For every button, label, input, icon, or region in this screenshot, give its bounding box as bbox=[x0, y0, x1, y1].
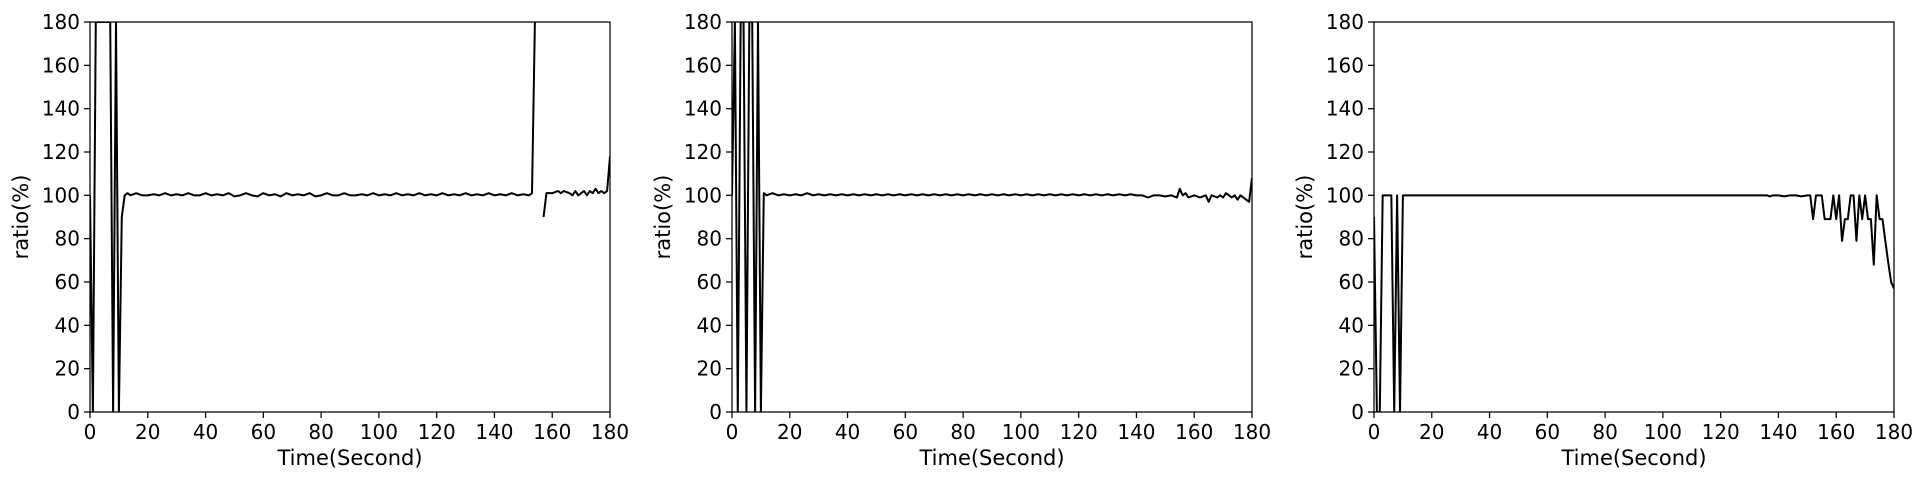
x-tick-label: 80 bbox=[950, 420, 975, 444]
x-tick-label: 0 bbox=[726, 420, 739, 444]
y-tick-label: 120 bbox=[42, 140, 80, 164]
x-tick-label: 160 bbox=[1175, 420, 1213, 444]
x-tick-label: 80 bbox=[1592, 420, 1617, 444]
chart-panel-3: 0 20 40 60 80 100 120 140 160 180 0 20 40 60 80 100 120 1… bbox=[1293, 10, 1913, 470]
y-tick-label: 120 bbox=[1326, 140, 1364, 164]
y-tick-label: 40 bbox=[55, 313, 80, 337]
x-tick-label: 180 bbox=[1233, 420, 1271, 444]
x-tick-label: 20 bbox=[135, 420, 160, 444]
y-tick-label: 160 bbox=[1326, 53, 1364, 77]
x-tick-label: 120 bbox=[418, 420, 456, 444]
axes-frame bbox=[1373, 21, 1895, 413]
x-tick-label: 0 bbox=[1368, 420, 1381, 444]
y-tick-label: 160 bbox=[684, 53, 722, 77]
y-tick-label: 180 bbox=[42, 10, 80, 34]
x-tick-label: 20 bbox=[777, 420, 802, 444]
x-tick-label: 140 bbox=[1759, 420, 1797, 444]
y-tick-label: 0 bbox=[709, 400, 722, 424]
series-line-segment bbox=[1374, 194, 1894, 412]
y-tick-label: 100 bbox=[42, 183, 80, 207]
x-axis-label: Time(Second) bbox=[276, 446, 422, 470]
y-axis-label: ratio(%) bbox=[651, 175, 675, 260]
y-tick-label: 20 bbox=[697, 357, 722, 381]
x-tick-label: 160 bbox=[533, 420, 571, 444]
x-tick-label: 100 bbox=[1002, 420, 1040, 444]
x-tick-label: 140 bbox=[1117, 420, 1155, 444]
x-tick-label: 120 bbox=[1702, 420, 1740, 444]
x-tick-label: 140 bbox=[475, 420, 513, 444]
y-axis-label: ratio(%) bbox=[9, 175, 33, 260]
y-tick-label: 20 bbox=[1339, 357, 1364, 381]
y-tick-label: 20 bbox=[55, 357, 80, 381]
y-tick-label: 0 bbox=[67, 400, 80, 424]
x-tick-label: 40 bbox=[835, 420, 860, 444]
x-tick-label: 60 bbox=[251, 420, 276, 444]
y-axis-label: ratio(%) bbox=[1293, 175, 1317, 260]
y-tick-label: 140 bbox=[42, 97, 80, 121]
y-tick-label: 180 bbox=[684, 10, 722, 34]
y-tick-label: 80 bbox=[697, 227, 722, 251]
y-tick-label: 160 bbox=[42, 53, 80, 77]
y-tick-label: 140 bbox=[1326, 97, 1364, 121]
series-line-segment bbox=[732, 22, 1252, 412]
x-tick-label: 100 bbox=[360, 420, 398, 444]
x-tick-label: 60 bbox=[893, 420, 918, 444]
y-tick-label: 140 bbox=[684, 97, 722, 121]
y-tick-label: 60 bbox=[55, 270, 80, 294]
x-tick-label: 40 bbox=[193, 420, 218, 444]
y-tick-label: 60 bbox=[697, 270, 722, 294]
y-tick-label: 120 bbox=[684, 140, 722, 164]
y-tick-label: 100 bbox=[684, 183, 722, 207]
x-tick-label: 0 bbox=[84, 420, 97, 444]
y-tick-label: 40 bbox=[1339, 313, 1364, 337]
x-tick-label: 180 bbox=[1875, 420, 1913, 444]
y-tick-label: 80 bbox=[55, 227, 80, 251]
y-tick-label: 0 bbox=[1351, 400, 1364, 424]
x-tick-label: 80 bbox=[308, 420, 333, 444]
series-line-segment bbox=[542, 156, 610, 218]
y-tick-label: 180 bbox=[1326, 10, 1364, 34]
chart-panel-2: 0 20 40 60 80 100 120 140 160 180 0 20 40 60 80 100 120 1… bbox=[651, 10, 1271, 470]
x-tick-label: 100 bbox=[1644, 420, 1682, 444]
x-tick-label: 20 bbox=[1419, 420, 1444, 444]
series-line-segment bbox=[90, 22, 536, 412]
axes-frame bbox=[89, 21, 611, 413]
x-tick-label: 120 bbox=[1060, 420, 1098, 444]
y-tick-label: 100 bbox=[1326, 183, 1364, 207]
x-tick-label: 180 bbox=[591, 420, 629, 444]
x-axis-label: Time(Second) bbox=[918, 446, 1064, 470]
y-tick-label: 60 bbox=[1339, 270, 1364, 294]
x-tick-label: 60 bbox=[1535, 420, 1560, 444]
axes-frame bbox=[731, 21, 1253, 413]
y-tick-label: 40 bbox=[697, 313, 722, 337]
x-tick-label: 160 bbox=[1817, 420, 1855, 444]
x-axis-label: Time(Second) bbox=[1560, 446, 1706, 470]
y-tick-label: 80 bbox=[1339, 227, 1364, 251]
chart-panel-1: 0 20 40 60 80 100 120 140 160 180 0 20 40 60 80 100 120 1… bbox=[9, 10, 629, 470]
x-tick-label: 40 bbox=[1477, 420, 1502, 444]
